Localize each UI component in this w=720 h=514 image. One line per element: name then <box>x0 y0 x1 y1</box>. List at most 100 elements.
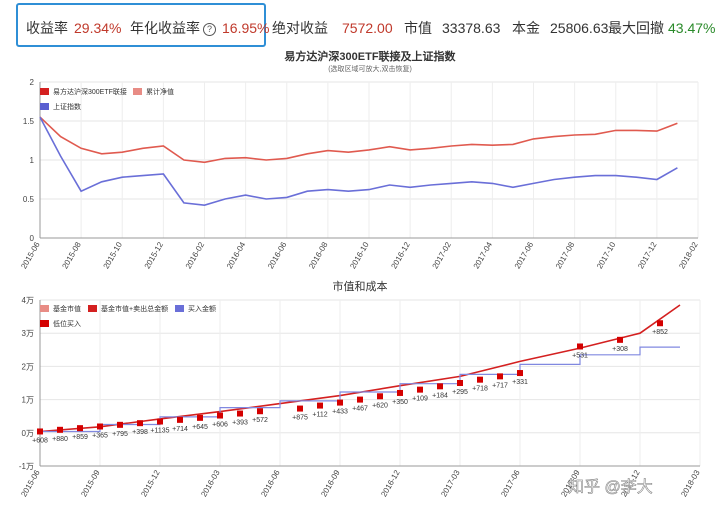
chart2-y-tick-label: 2万 <box>22 362 34 371</box>
legend-fund-swatch[interactable] <box>40 88 49 95</box>
legend-mv-sold-swatch[interactable] <box>88 305 97 312</box>
low-buy-label: +714 <box>172 426 188 433</box>
low-buy-marker <box>477 376 483 383</box>
chart1-x-tick-label: 2015-06 <box>19 240 42 270</box>
low-buy-marker <box>397 389 403 396</box>
chart1-x-tick-label: 2015-10 <box>102 240 125 270</box>
chart2-x-tick-label: 2015-06 <box>19 468 42 498</box>
chart2-market-value-line <box>39 304 681 433</box>
chart2-y-tick-label: 3万 <box>22 329 34 338</box>
nav-vs-index-chart[interactable]: 易方达沪深300ETF联接及上证指数 (选取区域可放大,双击恢复) 0 0.5 1 1… <box>19 49 700 270</box>
low-buy-label: +295 <box>452 389 468 396</box>
legend-fund-label[interactable]: 易方达沪深300ETF联接 <box>53 87 127 96</box>
market-value-label: 市值 <box>404 20 432 36</box>
chart1-index-line <box>39 116 678 207</box>
legend-nav-swatch[interactable] <box>133 88 142 95</box>
chart2-x-tick-label: 2016-12 <box>379 468 402 498</box>
low-buy-label: +1135 <box>150 428 169 435</box>
chart1-x-tick-label: 2017-06 <box>513 240 536 270</box>
chart1-y-tick-label: 1 <box>30 156 35 165</box>
legend-lowbuy-label[interactable]: 低位买入 <box>53 319 81 328</box>
chart1-x-tick-label: 2017-04 <box>472 240 495 270</box>
return-highlight-box <box>16 3 266 47</box>
low-buy-marker <box>337 399 343 406</box>
principal-value: 25806.63 <box>550 20 609 36</box>
legend-nav-label[interactable]: 累计净值 <box>146 87 174 96</box>
chart1-y-tick-label: 1.5 <box>23 117 35 126</box>
chart1-lines <box>39 116 678 207</box>
low-buy-marker <box>97 423 103 430</box>
low-buy-label: +608 <box>32 437 48 444</box>
watermark: 知乎 @李大 <box>568 478 653 496</box>
chart2-x-tick-label: 2016-06 <box>259 468 282 498</box>
chart1-legend[interactable]: 易方达沪深300ETF联接 累计净值 上证指数 <box>40 87 174 111</box>
low-buy-marker <box>257 408 263 415</box>
chart1-title: 易方达沪深300ETF联接及上证指数 <box>284 49 456 63</box>
chart1-x-tick-label: 2015-12 <box>143 240 166 270</box>
low-buy-marker <box>237 410 243 417</box>
abs-return-label: 绝对收益 <box>272 20 328 36</box>
help-icon[interactable]: ? <box>203 23 216 36</box>
low-buy-marker <box>297 405 303 412</box>
legend-index-label[interactable]: 上证指数 <box>53 102 81 111</box>
chart2-title: 市值和成本 <box>333 279 388 293</box>
low-buy-label: +109 <box>412 396 428 403</box>
legend-mv-sold-label[interactable]: 基金市值+卖出总金额 <box>101 304 168 313</box>
chart1-x-tick-label: 2017-10 <box>595 240 618 270</box>
low-buy-label: +393 <box>232 420 248 427</box>
low-buy-label: +880 <box>52 436 68 443</box>
chart1-x-tick-label: 2018-02 <box>677 240 700 270</box>
low-buy-marker <box>57 426 63 433</box>
low-buy-label: +365 <box>92 432 108 439</box>
legend-lowbuy-swatch[interactable] <box>40 320 49 327</box>
chart1-x-tick-label: 2016-12 <box>389 240 412 270</box>
low-buy-marker <box>617 336 623 343</box>
low-buy-label: +467 <box>352 406 368 413</box>
drawdown-label: 最大回撤 <box>608 20 664 36</box>
legend-buy-label[interactable]: 买入金额 <box>188 304 216 313</box>
chart1-x-ticks: 2015-06 2015-08 2015-10 2015-12 2016-02 2016-… <box>19 240 700 270</box>
low-buy-label: +184 <box>432 392 448 399</box>
low-buy-label: +112 <box>312 412 327 419</box>
chart1-nav-line <box>39 116 678 164</box>
low-buy-label: +350 <box>392 399 408 406</box>
market-value-cost-chart[interactable]: 市值和成本 -1万 0万 1万 2万 3万 4万 2015-06 2015-09 2015-1… <box>19 279 702 498</box>
legend-mv-swatch[interactable] <box>40 305 49 312</box>
chart2-x-tick-label: 2018-03 <box>679 468 702 498</box>
chart1-y-ticks: 0 0.5 1 1.5 2 <box>23 78 35 243</box>
drawdown-stat: 最大回撤 43.47% <box>608 18 715 38</box>
low-buy-marker <box>177 416 183 423</box>
abs-return-stat: 绝对收益 7572.00 <box>272 18 393 38</box>
low-buy-label: +572 <box>252 417 268 424</box>
return-stat: 收益率 29.34% <box>26 18 121 38</box>
low-buy-marker <box>377 393 383 400</box>
chart1-y-tick-label: 0 <box>30 234 35 243</box>
low-buy-marker <box>317 402 323 409</box>
return-value: 29.34% <box>74 20 122 36</box>
chart1-grid <box>39 81 699 239</box>
chart1-x-tick-label: 2016-08 <box>307 240 330 270</box>
chart2-y-tick-label: -1万 <box>19 462 34 471</box>
legend-index-swatch[interactable] <box>40 103 49 110</box>
low-buy-marker <box>417 386 423 393</box>
legend-mv-label[interactable]: 基金市值 <box>53 304 81 313</box>
chart2-grid <box>39 299 701 467</box>
abs-return-value: 7572.00 <box>342 20 393 36</box>
chart1-x-tick-label: 2017-02 <box>431 240 454 270</box>
low-buy-label: +795 <box>112 431 128 438</box>
low-buy-label: +308 <box>612 346 628 353</box>
chart1-x-tick-label: 2016-04 <box>225 240 248 270</box>
low-buy-marker <box>137 420 143 427</box>
legend-buy-swatch[interactable] <box>175 305 184 312</box>
chart2-legend[interactable]: 基金市值 基金市值+卖出总金额 买入金额 低位买入 <box>40 304 216 328</box>
low-buy-marker <box>657 320 663 327</box>
low-buy-label: +531 <box>572 352 588 359</box>
chart2-low-buy-points: +608 +880 +859 +365 +795 +398 +1135 +714 +645 +60… <box>32 320 668 444</box>
chart2-x-tick-label: 2015-09 <box>79 468 102 498</box>
chart2-x-tick-label: 2017-06 <box>499 468 522 498</box>
low-buy-marker <box>197 414 203 421</box>
low-buy-label: +718 <box>472 386 488 393</box>
low-buy-marker <box>517 370 523 377</box>
chart2-y-ticks: -1万 0万 1万 2万 3万 4万 <box>19 296 34 471</box>
